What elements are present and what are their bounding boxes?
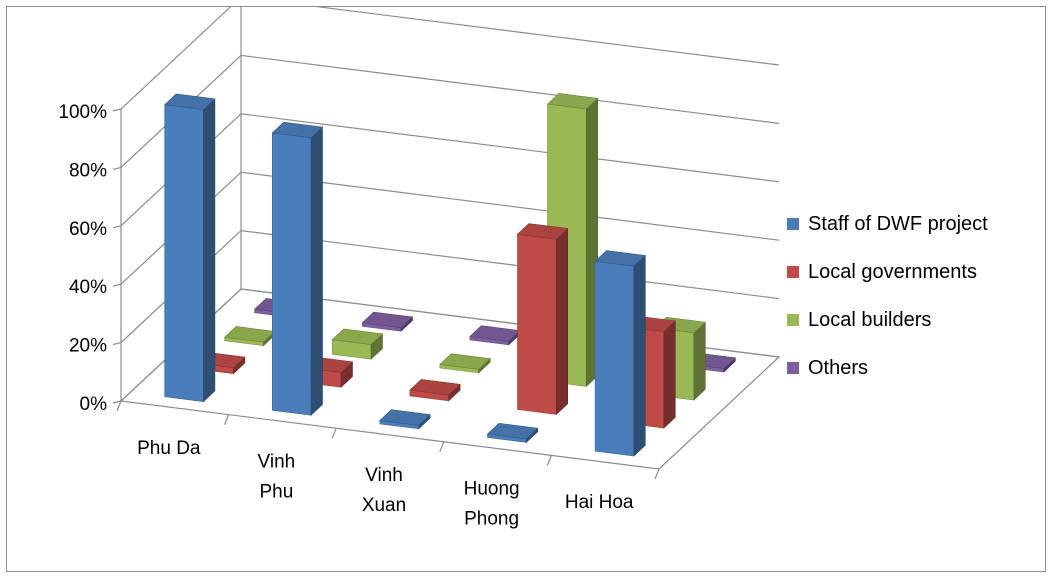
x-tick-mark [439, 441, 445, 453]
y-tick-mark [112, 342, 122, 346]
y-tick-mark [112, 166, 122, 170]
legend-label: Others [808, 357, 868, 379]
gridline [120, 113, 780, 227]
x-tick-label: Huong Phong [464, 479, 520, 530]
y-tick-mark [112, 225, 122, 229]
legend-label: Local governments [808, 261, 977, 283]
x-tick-mark [331, 427, 337, 439]
y-tick-label: 20% [69, 336, 107, 357]
bar-staff-of-dwf-project-phu-da [164, 93, 216, 403]
chart-bars [164, 93, 736, 457]
bar-local-governments-huong-phong [516, 223, 569, 416]
y-tick-label: 60% [69, 219, 107, 240]
bar-others-vinh-xuan [469, 325, 521, 346]
legend-swatch [787, 266, 799, 278]
x-tick-label: Vinh Xuan [362, 465, 406, 516]
y-tick-label: 40% [69, 277, 107, 298]
x-tick-label: Hai Hoa [565, 492, 634, 513]
bar-staff-of-dwf-project-vinh-phu [271, 121, 324, 416]
y-axis-tick-labels: 0% 20% 40% 60% 80% 100% [58, 102, 107, 415]
x-tick-mark [654, 468, 660, 480]
legend-swatch [787, 314, 799, 326]
bar-local-builders-phu-da [224, 326, 276, 347]
legend-label: Staff of DWF project [808, 213, 988, 235]
bar-staff-of-dwf-project-huong-phong [486, 422, 539, 444]
y-tick-label: 100% [58, 102, 107, 123]
chart-3d-bar: 0% 20% 40% 60% 80% 100% Phu Da Vinh Phu Vinh Xuan… [58, 7, 988, 530]
y-tick-mark [112, 283, 122, 287]
y-tick-mark [112, 400, 122, 404]
x-tick-mark [116, 400, 122, 412]
legend-label: Local builders [808, 309, 931, 331]
x-tick-mark [546, 455, 552, 466]
y-tick-label: 0% [80, 394, 108, 415]
bar-staff-of-dwf-project-vinh-xuan [379, 409, 431, 430]
gridline [120, 54, 780, 168]
x-tick-mark [224, 414, 230, 425]
legend-swatch [787, 362, 799, 374]
bar-others-vinh-phu [361, 311, 414, 332]
x-axis-tick-labels: Phu Da Vinh Phu Vinh Xuan Huong Phong Hai Hoa [137, 438, 634, 530]
legend: Staff of DWF project Local governments Loc… [787, 213, 988, 379]
gridline [120, 171, 780, 285]
bar-staff-of-dwf-project-hai-hoa [594, 250, 646, 457]
y-tick-mark [112, 108, 122, 112]
chart-frame: 0% 20% 40% 60% 80% 100% Phu Da Vinh Phu Vinh Xuan… [6, 6, 1046, 572]
bar-local-builders-vinh-xuan [439, 353, 491, 374]
y-tick-label: 80% [69, 160, 107, 181]
legend-swatch [787, 218, 799, 230]
bar-local-governments-vinh-xuan [409, 379, 461, 402]
gridline [120, 7, 780, 110]
bar-local-builders-vinh-phu [331, 328, 384, 360]
x-tick-label: Phu Da [137, 438, 201, 459]
x-tick-label: Vinh Phu [258, 451, 296, 502]
